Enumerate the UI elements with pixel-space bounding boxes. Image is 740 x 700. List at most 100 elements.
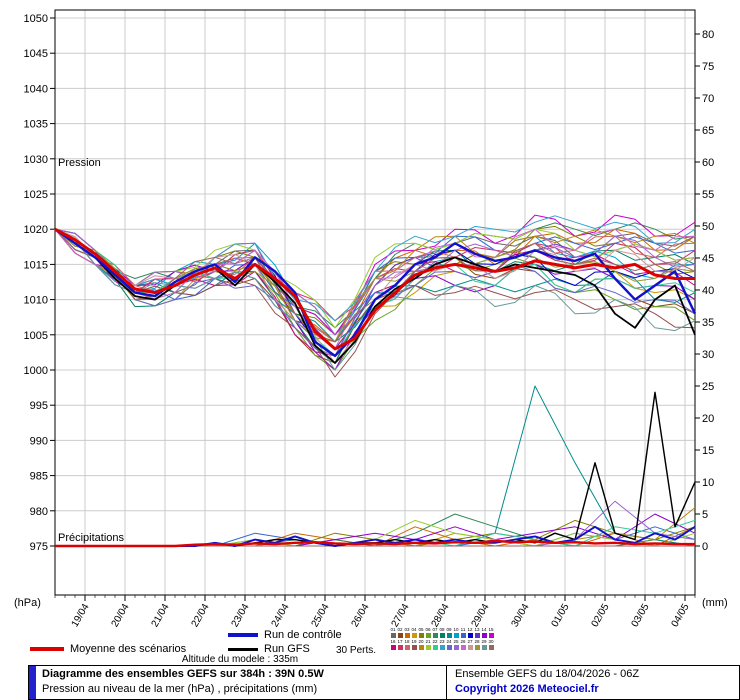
pert-number: 15	[488, 627, 494, 632]
pressure-tick-label: 1015	[24, 259, 48, 271]
precip-tick-label: 25	[702, 381, 714, 393]
date-tick-label: 19/04	[70, 602, 92, 630]
precip-tick-label: 10	[702, 477, 714, 489]
main-pressure-line	[54, 227, 695, 351]
pert-color-swatch	[397, 645, 403, 650]
pressure-tick-label: 1040	[24, 83, 48, 95]
pert-color-swatch	[418, 633, 424, 638]
date-tick-label: 26/04	[350, 602, 372, 630]
date-tick-label: 01/05	[550, 602, 572, 630]
date-tick-label: 04/05	[670, 602, 692, 630]
pert-number: 16	[390, 639, 396, 644]
pert-number: 17	[397, 639, 403, 644]
precip-tick-label: 45	[702, 253, 714, 265]
pert-color-swatch	[425, 645, 431, 650]
plot-border	[54, 9, 696, 596]
precip-tick-label: 70	[702, 93, 714, 105]
main-pressure-line	[54, 228, 696, 364]
ensemble-plot: 9759809859909951000100510101015102010251…	[24, 9, 714, 630]
pert-number: 08	[439, 627, 445, 632]
pert-number: 10	[453, 627, 459, 632]
pert-color-swatch	[460, 645, 466, 650]
precip-tick-label: 65	[702, 125, 714, 137]
pert-color-swatch	[425, 633, 431, 638]
ensemble-member-pressure-line	[54, 228, 696, 357]
control-line-label: Run de contrôle	[264, 629, 342, 641]
gfs-line-swatch	[228, 647, 258, 651]
pressure-tick-label: 1035	[24, 119, 48, 131]
precip-tick-label: 5	[702, 509, 708, 521]
precip-tick-label: 35	[702, 317, 714, 329]
date-tick-label: 25/04	[310, 602, 332, 630]
pert-color-swatch	[460, 633, 466, 638]
pressure-tick-label: 995	[30, 400, 48, 412]
pert-number: 14	[481, 627, 487, 632]
copyright-label: Copyright 2026 Meteociel.fr	[455, 683, 599, 695]
date-tick-label: 03/05	[630, 602, 652, 630]
precip-tick-label: 0	[702, 541, 708, 553]
pressure-region-label: Pression	[58, 157, 101, 169]
pert-number: 30	[488, 639, 494, 644]
pert-number: 28	[474, 639, 480, 644]
mean-line-label: Moyenne des scénarios	[70, 643, 187, 655]
precip-tick-label: 50	[702, 221, 714, 233]
pert-number: 12	[467, 627, 473, 632]
pert-color-swatch	[404, 645, 410, 650]
perturbation-legend-grid: 01 02 03 04 05 06 07 08 09 10 11 12 13 14 15 16 17 18 19 20…	[390, 627, 494, 650]
pert-color-swatch	[474, 633, 480, 638]
perts-count-label: 30 Perts.	[336, 645, 377, 656]
main-precip-line	[55, 539, 695, 548]
pressure-tick-label: 980	[30, 506, 48, 518]
ensemble-member-precip-line	[55, 385, 696, 547]
mean-line-swatch	[30, 647, 64, 652]
pert-color-swatch	[488, 633, 494, 638]
pert-color-swatch	[446, 645, 452, 650]
date-tick-label: 24/04	[270, 602, 292, 630]
gfs-line-label: Run GFS	[264, 643, 310, 655]
pert-number: 06	[425, 627, 431, 632]
precip-tick-label: 20	[702, 413, 714, 425]
pert-color-swatch	[411, 633, 417, 638]
pressure-tick-label: 1005	[24, 330, 48, 342]
pert-color-swatch	[488, 645, 494, 650]
pressure-tick-label: 1025	[24, 189, 48, 201]
pert-color-swatch	[446, 633, 452, 638]
date-tick-label: 27/04	[390, 602, 412, 630]
diagram-subtitle: Pression au niveau de la mer (hPa) , pré…	[42, 683, 318, 695]
pert-number: 03	[404, 627, 410, 632]
diagram-title: Diagramme des ensembles GEFS sur 384h : …	[42, 668, 324, 680]
date-tick-label: 29/04	[470, 602, 492, 630]
pressure-tick-label: 990	[30, 435, 48, 447]
precip-tick-label: 15	[702, 445, 714, 457]
pert-number: 04	[411, 627, 417, 632]
control-line-swatch	[228, 633, 258, 638]
pressure-tick-label: 1045	[24, 48, 48, 60]
pert-color-swatch	[411, 645, 417, 650]
pressure-tick-label: 1010	[24, 295, 48, 307]
pert-color-swatch	[397, 633, 403, 638]
pert-number: 29	[481, 639, 487, 644]
pert-number: 23	[439, 639, 445, 644]
pert-number: 27	[467, 639, 473, 644]
pert-number: 18	[404, 639, 410, 644]
pressure-tick-label: 1000	[24, 365, 48, 377]
pert-color-swatch	[481, 633, 487, 638]
precip-tick-label: 80	[702, 29, 714, 41]
precip-tick-label: 30	[702, 349, 714, 361]
pert-color-swatch	[432, 645, 438, 650]
precip-unit-label: (mm)	[702, 597, 728, 609]
model-altitude-label: Altitude du modele : 335m	[181, 654, 299, 665]
pert-color-swatch	[474, 645, 480, 650]
pert-number: 11	[460, 627, 466, 632]
pert-color-swatch	[453, 633, 459, 638]
date-tick-label: 30/04	[510, 602, 532, 630]
run-info-box: Ensemble GEFS du 18/04/2026 - 06Z Copyri…	[446, 665, 740, 700]
pert-number: 20	[418, 639, 424, 644]
ensemble-member-pressure-line	[54, 228, 696, 336]
pert-number: 07	[432, 627, 438, 632]
precip-tick-label: 60	[702, 157, 714, 169]
pert-number: 21	[425, 639, 431, 644]
pert-color-swatch	[390, 645, 396, 650]
pert-color-swatch	[404, 633, 410, 638]
pert-color-swatch	[467, 645, 473, 650]
